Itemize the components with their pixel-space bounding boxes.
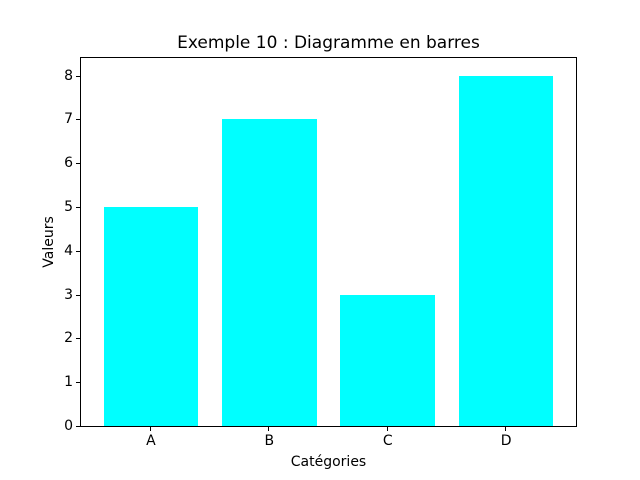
y-tick-label-1: 1 (64, 374, 73, 391)
x-tick-mark-C (386, 427, 388, 431)
bar-C (340, 294, 436, 426)
y-tick-label-4: 4 (64, 242, 73, 259)
x-tick-label-A: A (146, 433, 156, 449)
plot-area: 0 1 2 3 4 5 6 7 8 A B C D (64, 57, 577, 448)
y-tick-mark-7 (76, 119, 80, 121)
bar-A (103, 206, 199, 426)
y-tick-mark-5 (76, 206, 80, 208)
y-tick-label-6: 6 (64, 155, 73, 172)
x-tick-label-D: D (500, 433, 512, 449)
y-tick-label-3: 3 (64, 286, 73, 303)
y-tick-label-0: 0 (64, 418, 73, 434)
y-tick-mark-3 (76, 294, 80, 296)
bar-D (458, 75, 554, 426)
y-tick-mark-6 (76, 163, 80, 165)
y-tick-mark-8 (76, 75, 80, 77)
x-axis-label: Catégories (290, 454, 367, 470)
x-tick-mark-B (268, 427, 270, 431)
y-tick-mark-4 (76, 250, 80, 252)
x-tick-label-C: C (382, 433, 393, 449)
x-tick-mark-D (505, 427, 507, 431)
y-tick-label-2: 2 (64, 330, 73, 347)
y-tick-mark-0 (76, 426, 80, 427)
y-tick-mark-2 (76, 338, 80, 340)
x-tick-mark-A (149, 427, 151, 431)
y-axis-label: Valeurs (41, 216, 57, 268)
y-tick-mark-1 (76, 382, 80, 384)
bar-B (221, 119, 317, 426)
y-tick-label-8: 8 (64, 67, 73, 84)
y-tick-label-7: 7 (64, 111, 73, 128)
x-tick-label-B: B (264, 433, 275, 449)
y-tick-label-5: 5 (64, 198, 73, 215)
chart-title: Exemple 10 : Diagramme en barres (177, 33, 480, 53)
